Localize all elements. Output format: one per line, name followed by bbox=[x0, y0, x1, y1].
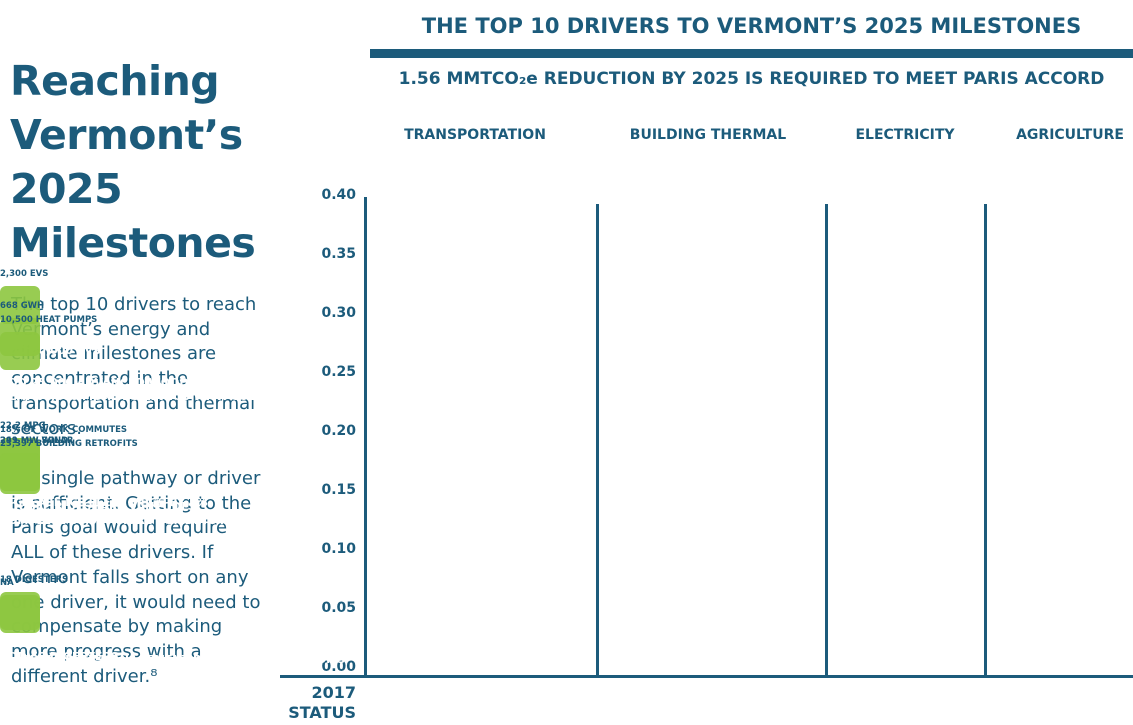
icon bbox=[0, 285, 40, 324]
chart-title: THE TOP 10 DRIVERS TO VERMONT’S 2025 MIL… bbox=[421, 14, 1082, 38]
y-tick-label: 0.35 bbox=[321, 246, 356, 262]
value-label: ADD 115 MW WIND bbox=[0, 511, 119, 525]
driver-label: 22.2 MPG bbox=[0, 421, 46, 432]
driver-label: 10,500 HEAT PUMPS bbox=[0, 314, 98, 325]
y-axis bbox=[364, 197, 367, 675]
value-label: DOUBLE RIDESHARE VANPOOLS bbox=[0, 499, 196, 513]
driver-label: 668 GWH bbox=[0, 300, 45, 311]
icon bbox=[0, 453, 40, 492]
driver-label: 241 MW WIND bbox=[0, 436, 69, 447]
paragraph: No single pathway or driver is sufficien… bbox=[11, 468, 261, 687]
sector-divider bbox=[825, 204, 828, 675]
icon bbox=[0, 595, 40, 634]
value-label: COMPLETE 60,000 MORE BUILDING RETROFITS bbox=[0, 513, 289, 527]
heading: Reaching Vermont’s 2025 Milestones bbox=[10, 57, 256, 267]
title-rule bbox=[370, 49, 1133, 58]
paragraph: The top 10 drivers to reach Vermont’s en… bbox=[11, 294, 257, 439]
value-label: HEAT 60,000 MORE BUILDINGS WITH CC HEAT … bbox=[0, 389, 331, 403]
sector-divider bbox=[984, 204, 987, 675]
baseline bbox=[280, 675, 1133, 678]
driver-label: 299 MW SOLAR bbox=[0, 436, 74, 447]
y-tick-label: 0.05 bbox=[321, 600, 356, 616]
driver-label: 18 DIGESTERS bbox=[0, 574, 69, 585]
driver-label: 23,397 BUILDING RETROFITS bbox=[0, 438, 138, 449]
value-label: ADD 50 DIGESTERS bbox=[0, 649, 119, 663]
y-tick-label: 0.20 bbox=[321, 423, 356, 439]
value-label: ADD 260 MW SOLAR bbox=[0, 511, 126, 525]
sector-label: TRANSPORTATION bbox=[404, 127, 546, 143]
value-label: ADD 25,000 ADVANCED WOOD HEAT SYSTEMS bbox=[0, 375, 286, 389]
y-tick-label: 0.10 bbox=[321, 541, 356, 557]
y-tick-label: 0.40 bbox=[321, 187, 356, 203]
y-tick-label: 0.30 bbox=[321, 305, 356, 321]
sector-divider bbox=[596, 204, 599, 675]
sector-label: BUILDING THERMAL bbox=[629, 127, 787, 143]
driver-label: 2,300 EVS bbox=[0, 268, 49, 279]
y-tick-label: 0.25 bbox=[321, 364, 356, 380]
y-tick-label: 0.00 bbox=[321, 659, 356, 675]
status-title: 2017 STATUS bbox=[288, 683, 356, 722]
sector-label: AGRICULTURE bbox=[1016, 127, 1124, 143]
value-label: INCREASE BEST MANAGEMENT PRACTICES ON AG… bbox=[0, 653, 346, 667]
chart-subtitle: 1.56 MMTCO₂e REDUCTION BY 2025 IS REQUIR… bbox=[398, 69, 1105, 89]
sector-label: ELECTRICITY bbox=[855, 127, 955, 143]
icon bbox=[0, 331, 40, 370]
value-label: INCREASE ICE FLEET MPGS BY 5% bbox=[0, 496, 208, 510]
y-tick-label: 0.15 bbox=[321, 482, 356, 498]
driver-label: NA bbox=[0, 578, 14, 589]
driver-label: 18% OF WORK COMMUTES bbox=[0, 424, 127, 435]
